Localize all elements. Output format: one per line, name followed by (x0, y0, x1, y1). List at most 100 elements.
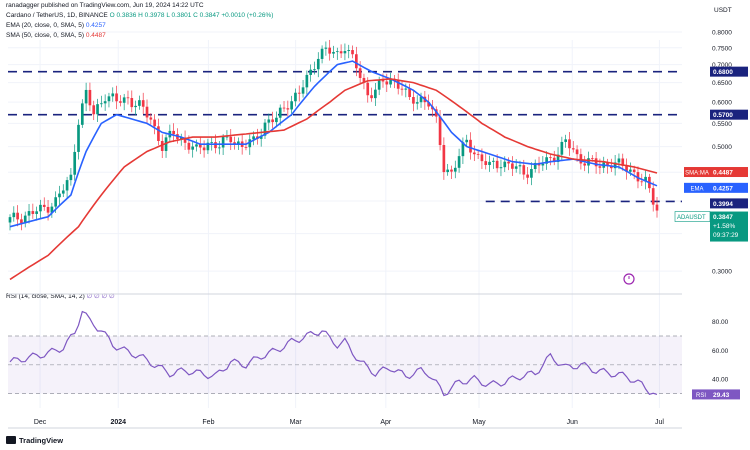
sma-line[interactable] (9, 78, 658, 281)
candle-body (145, 106, 149, 118)
ema-legend: EMA (20, close, 0, SMA, 5) (6, 22, 85, 29)
candle-body (271, 119, 274, 123)
candle-body (343, 51, 347, 54)
rsi-last-tag[interactable]: RSI 29.43 (692, 389, 740, 400)
candle-body (347, 50, 351, 52)
candle-body (35, 211, 38, 214)
candle-body (23, 215, 27, 224)
candle-body (590, 158, 594, 160)
candle-body (530, 169, 533, 178)
candle-body (61, 190, 65, 194)
candle-body (374, 89, 377, 99)
candle-body (248, 139, 252, 148)
candle-body (294, 92, 297, 102)
ema-line[interactable] (9, 60, 658, 228)
sma-legend-value: 0.4487 (85, 32, 106, 39)
level-3-tag[interactable]: 0.3994 (710, 198, 748, 209)
candle-body (290, 101, 293, 110)
rsi-line[interactable] (9, 310, 658, 397)
sma-tag[interactable]: SMA:MA 0.4487 (684, 167, 748, 178)
candle-body (526, 174, 529, 178)
candle-body (130, 98, 134, 108)
ema-tag[interactable]: EMA 0.4257 (684, 182, 748, 193)
sma-legend-line[interactable]: SMA (50, close, 0, SMA, 5) 0.4487 (6, 32, 106, 39)
price-tick-label: 0.7500 (712, 45, 732, 52)
candle-body (355, 54, 358, 69)
rsi-tick-label: 80.00 (712, 319, 729, 326)
candle-body (385, 81, 389, 85)
candle-body (370, 95, 373, 99)
candle-body (629, 169, 632, 172)
candle-body (263, 122, 267, 136)
candle-body (126, 97, 130, 99)
candle-body (267, 119, 271, 123)
candle-body (400, 88, 404, 90)
symbol-title[interactable]: Cardano / TetherUS, 1D, BINANCE (6, 12, 108, 19)
ema-legend-line[interactable]: EMA (20, close, 0, SMA, 5) 0.4257 (6, 22, 106, 29)
candle-body (332, 51, 335, 54)
candle-body (187, 142, 191, 150)
candle-body (522, 165, 526, 175)
candle-body (202, 147, 206, 151)
level-3-tag-value-bg (710, 198, 748, 209)
candle-body (598, 166, 602, 168)
candle-body (39, 204, 42, 212)
last-price-tag[interactable]: ADAUSDT 0.3847 +1.58% 09:37:29 (674, 211, 748, 242)
candle-body (149, 117, 153, 120)
level-2-tag-value: 0.5700 (713, 112, 733, 119)
candle-body (651, 188, 655, 205)
candle-body (335, 51, 339, 53)
candle-body (80, 103, 84, 125)
price-tick-label: 0.6500 (712, 80, 732, 87)
level-1-tag-value: 0.6800 (713, 69, 733, 76)
candle-body (198, 144, 202, 148)
candle-body (92, 105, 96, 115)
time-tick-label: Jun (567, 419, 578, 426)
candle-body (609, 165, 613, 169)
candle-body (225, 136, 229, 138)
candle-body (594, 158, 598, 167)
price-tick-label: 0.8000 (712, 30, 732, 37)
time-tick-label: May (472, 419, 486, 426)
level-1-tag[interactable]: 0.6800 (710, 66, 748, 77)
candle-body (58, 193, 61, 198)
candle-body (134, 105, 137, 108)
rsi-legend-values: ∅ ∅ ∅ ∅ (86, 293, 115, 300)
candle-body (415, 102, 419, 104)
candle-body (579, 154, 583, 164)
candle-body (183, 137, 187, 143)
price-tick-label: 0.7000 (712, 62, 732, 69)
candle-body (141, 100, 145, 107)
candle-body (545, 157, 548, 164)
tradingview-logo-icon (6, 436, 16, 444)
time-tick-label: Mar (290, 419, 303, 426)
rsi-legend-line[interactable]: RSI (14, close, SMA, 14, 2) ∅ ∅ ∅ ∅ (6, 292, 115, 300)
candle-body (625, 165, 628, 172)
candle-body (221, 137, 225, 148)
candle-body (511, 163, 514, 169)
candle-body (488, 161, 491, 165)
candle-body (339, 51, 343, 54)
candle-body (560, 141, 564, 155)
candle-body (8, 217, 12, 223)
candle-body (583, 163, 587, 166)
candle-body (20, 219, 23, 224)
candle-body (210, 142, 214, 143)
candle-body (655, 204, 659, 211)
candle-body (457, 156, 461, 168)
candle-body (305, 74, 309, 88)
level-2-tag[interactable]: 0.5700 (710, 109, 748, 120)
candle-body (88, 89, 92, 106)
last-price-bg (710, 211, 748, 242)
candle-body (328, 47, 332, 54)
price-tick-label: 0.5000 (712, 144, 732, 151)
candle-body (389, 78, 392, 85)
candle-body (96, 104, 99, 115)
time-tick-label: Apr (380, 419, 392, 426)
alert-clock-icon[interactable] (623, 273, 635, 285)
candle-body (621, 158, 625, 166)
candle-body (568, 139, 571, 149)
candle-body (419, 96, 423, 103)
candle-body (282, 107, 286, 109)
